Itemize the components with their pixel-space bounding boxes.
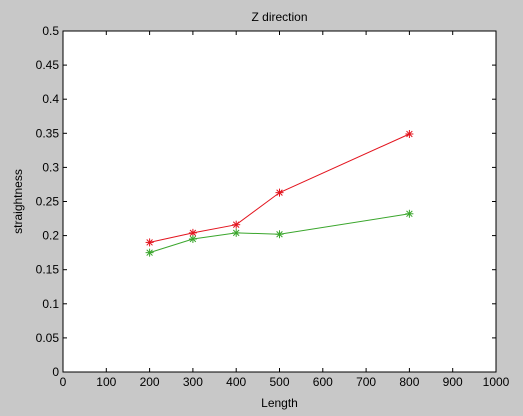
data-point-marker — [232, 220, 241, 229]
x-tick-label: 300 — [183, 375, 203, 389]
series-layer — [145, 129, 414, 257]
data-point-marker — [232, 228, 241, 237]
x-axis-label: Length — [261, 396, 298, 410]
y-tick-label: 0.05 — [36, 331, 60, 345]
y-tick-label: 0.45 — [36, 58, 60, 72]
y-tick-label: 0.4 — [42, 92, 59, 106]
x-tick-label: 100 — [96, 375, 116, 389]
y-axis-label: straightness — [11, 169, 25, 234]
x-tick-label: 800 — [399, 375, 419, 389]
x-tick-label: 1000 — [483, 375, 510, 389]
data-point-marker — [188, 235, 197, 244]
series-2 — [145, 209, 414, 257]
x-tick-label: 600 — [313, 375, 333, 389]
x-tick-label: 900 — [443, 375, 463, 389]
y-tick-label: 0 — [52, 365, 59, 379]
x-tick-label: 400 — [226, 375, 246, 389]
y-tick-label: 0.1 — [42, 297, 59, 311]
data-point-marker — [275, 230, 284, 239]
axis-ticks: 0 100 200 300 400 500 600 700 800 900 1000 0 0.05 0.1… — [36, 24, 510, 389]
data-point-marker — [145, 238, 154, 247]
data-point-marker — [405, 129, 414, 138]
x-tick-label: 0 — [60, 375, 67, 389]
data-point-marker — [405, 209, 414, 218]
y-tick-label: 0.2 — [42, 229, 59, 243]
x-tick-label: 200 — [140, 375, 160, 389]
x-tick-label: 700 — [356, 375, 376, 389]
y-tick-label: 0.3 — [42, 160, 59, 174]
y-tick-label: 0.25 — [36, 195, 60, 209]
y-tick-label: 0.35 — [36, 126, 60, 140]
plot-area — [62, 30, 497, 373]
y-tick-label: 0.5 — [42, 24, 59, 38]
series-1 — [145, 129, 414, 247]
x-tick-label: 500 — [269, 375, 289, 389]
data-point-marker — [145, 248, 154, 257]
data-point-marker — [275, 188, 284, 197]
chart-title: Z direction — [251, 10, 307, 24]
y-tick-label: 0.15 — [36, 263, 60, 277]
